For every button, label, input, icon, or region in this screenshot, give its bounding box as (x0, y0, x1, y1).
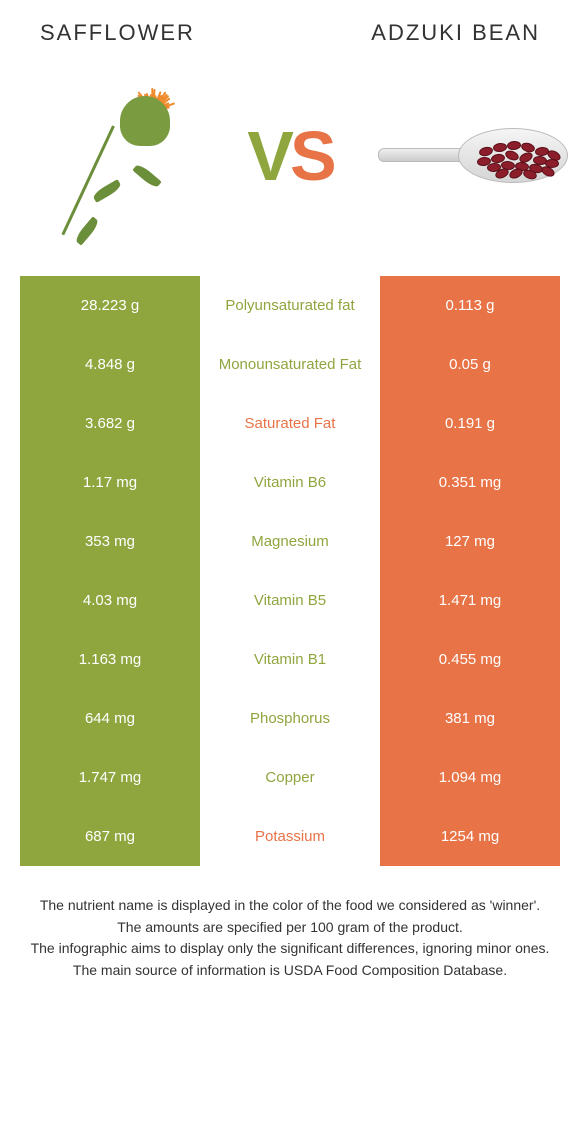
nutrient-name: Vitamin B1 (200, 630, 380, 689)
nutrient-name: Potassium (200, 807, 380, 866)
footer-notes: The nutrient name is displayed in the co… (0, 866, 580, 980)
right-value: 1.094 mg (380, 748, 560, 807)
nutrient-name: Vitamin B6 (200, 453, 380, 512)
footer-line-3: The infographic aims to display only the… (30, 939, 550, 959)
left-value: 3.682 g (20, 394, 200, 453)
right-value: 0.05 g (380, 335, 560, 394)
table-row: 687 mgPotassium1254 mg (20, 807, 560, 866)
table-row: 1.747 mgCopper1.094 mg (20, 748, 560, 807)
right-food-title: Adzuki bean (371, 20, 540, 46)
table-row: 3.682 gSaturated Fat0.191 g (20, 394, 560, 453)
vs-s: S (290, 117, 333, 195)
images-row: VS (0, 56, 580, 276)
footer-line-4: The main source of information is USDA F… (30, 961, 550, 981)
nutrient-name: Monounsaturated Fat (200, 335, 380, 394)
nutrient-name: Saturated Fat (200, 394, 380, 453)
table-row: 4.848 gMonounsaturated Fat0.05 g (20, 335, 560, 394)
right-value: 1254 mg (380, 807, 560, 866)
table-row: 1.17 mgVitamin B60.351 mg (20, 453, 560, 512)
left-value: 1.747 mg (20, 748, 200, 807)
right-value: 1.471 mg (380, 571, 560, 630)
left-value: 687 mg (20, 807, 200, 866)
left-value: 353 mg (20, 512, 200, 571)
left-food-title: Safflower (40, 20, 195, 46)
footer-line-2: The amounts are specified per 100 gram o… (30, 918, 550, 938)
safflower-image (42, 76, 202, 236)
table-row: 1.163 mgVitamin B10.455 mg (20, 630, 560, 689)
right-value: 127 mg (380, 512, 560, 571)
nutrient-name: Vitamin B5 (200, 571, 380, 630)
footer-line-1: The nutrient name is displayed in the co… (30, 896, 550, 916)
nutrient-name: Polyunsaturated fat (200, 276, 380, 335)
nutrient-name: Phosphorus (200, 689, 380, 748)
left-value: 4.848 g (20, 335, 200, 394)
left-value: 28.223 g (20, 276, 200, 335)
table-row: 4.03 mgVitamin B51.471 mg (20, 571, 560, 630)
left-value: 644 mg (20, 689, 200, 748)
header: Safflower Adzuki bean (0, 0, 580, 56)
nutrient-name: Magnesium (200, 512, 380, 571)
right-value: 0.455 mg (380, 630, 560, 689)
vs-v: V (247, 117, 290, 195)
left-value: 1.163 mg (20, 630, 200, 689)
nutrient-name: Copper (200, 748, 380, 807)
left-value: 1.17 mg (20, 453, 200, 512)
nutrient-table: 28.223 gPolyunsaturated fat0.113 g4.848 … (20, 276, 560, 866)
right-value: 0.191 g (380, 394, 560, 453)
table-row: 353 mgMagnesium127 mg (20, 512, 560, 571)
table-row: 644 mgPhosphorus381 mg (20, 689, 560, 748)
vs-label: VS (247, 116, 332, 196)
left-value: 4.03 mg (20, 571, 200, 630)
right-value: 381 mg (380, 689, 560, 748)
right-value: 0.351 mg (380, 453, 560, 512)
right-value: 0.113 g (380, 276, 560, 335)
adzuki-bean-image (378, 76, 538, 236)
table-row: 28.223 gPolyunsaturated fat0.113 g (20, 276, 560, 335)
